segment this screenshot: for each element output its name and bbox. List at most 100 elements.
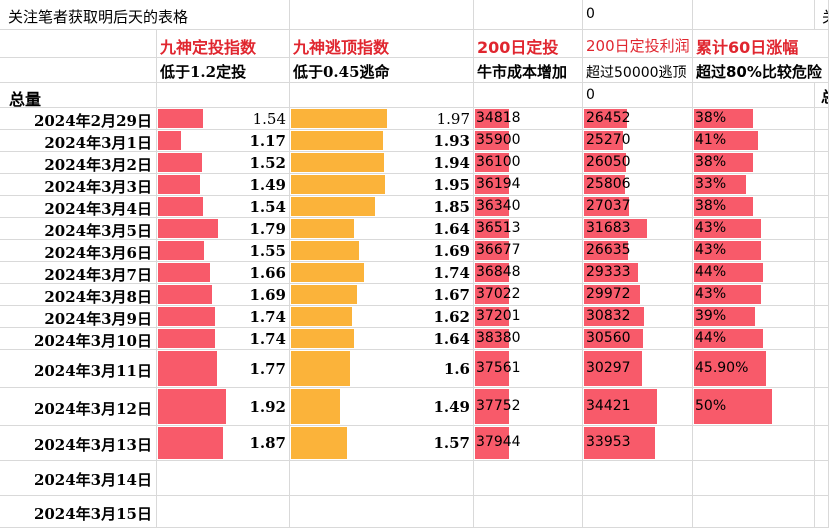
cell-d[interactable]: 36848: [474, 262, 583, 284]
cell-c[interactable]: 1.97: [290, 108, 474, 130]
cell-f[interactable]: 43%: [693, 240, 815, 262]
cell-b[interactable]: 1.92: [157, 388, 290, 426]
cell-f[interactable]: 44%: [693, 328, 815, 350]
cell-f[interactable]: 43%: [693, 284, 815, 306]
subheader-profit[interactable]: 超过50000逃顶: [583, 58, 693, 83]
cell-b[interactable]: 1.87: [157, 426, 290, 461]
cell-e[interactable]: 26635: [583, 240, 693, 262]
cell-b[interactable]: 1.74: [157, 306, 290, 328]
cell-f3[interactable]: [693, 83, 815, 108]
cell-b[interactable]: 1.54: [157, 108, 290, 130]
cell-e[interactable]: 25270: [583, 130, 693, 152]
cell-e[interactable]: 26050: [583, 152, 693, 174]
cell-c[interactable]: 1.62: [290, 306, 474, 328]
cell-b[interactable]: 1.55: [157, 240, 290, 262]
cell-a[interactable]: 2024年3月11日: [0, 350, 157, 388]
cell-b[interactable]: 1.17: [157, 130, 290, 152]
cell-b[interactable]: 1.79: [157, 218, 290, 240]
cell-d[interactable]: 37022: [474, 284, 583, 306]
cell-e[interactable]: [583, 461, 693, 496]
cell-c[interactable]: 1.94: [290, 152, 474, 174]
cell-a[interactable]: 2024年3月2日: [0, 152, 157, 174]
cell-c[interactable]: [290, 496, 474, 528]
cell-e[interactable]: 25806: [583, 174, 693, 196]
cell-f[interactable]: [693, 426, 815, 461]
cell-a[interactable]: 2024年2月29日: [0, 108, 157, 130]
cell-c[interactable]: 1.49: [290, 388, 474, 426]
cell-b[interactable]: [157, 461, 290, 496]
cell-a[interactable]: 2024年3月7日: [0, 262, 157, 284]
cell-c[interactable]: 1.85: [290, 196, 474, 218]
cell-d[interactable]: 36100: [474, 152, 583, 174]
cell-f0[interactable]: [693, 0, 815, 30]
cell-d3[interactable]: [474, 83, 583, 108]
header-ma200[interactable]: 200日定投: [474, 30, 583, 58]
header-taoding[interactable]: 九神逃顶指数: [290, 30, 474, 58]
cell-g[interactable]: [815, 262, 829, 284]
cell-g[interactable]: [815, 218, 829, 240]
cell-e[interactable]: 30560: [583, 328, 693, 350]
cell-f[interactable]: [693, 496, 815, 528]
cell-g[interactable]: [815, 496, 829, 528]
cell-g[interactable]: [815, 130, 829, 152]
cell-e[interactable]: 30297: [583, 350, 693, 388]
cell-f[interactable]: 45.90%: [693, 350, 815, 388]
cell-a[interactable]: 2024年3月13日: [0, 426, 157, 461]
cell-g[interactable]: [815, 350, 829, 388]
cell-e[interactable]: [583, 496, 693, 528]
cell-a1[interactable]: [0, 30, 157, 58]
cell-c0[interactable]: [290, 0, 474, 30]
subheader-rise60[interactable]: 超过80%比较危险: [693, 58, 829, 83]
cell-f[interactable]: 50%: [693, 388, 815, 426]
cell-g[interactable]: [815, 108, 829, 130]
cell-e0[interactable]: 0: [583, 0, 693, 30]
cell-d[interactable]: 37752: [474, 388, 583, 426]
cell-b[interactable]: 1.77: [157, 350, 290, 388]
cell-g[interactable]: [815, 328, 829, 350]
cell-a[interactable]: 2024年3月1日: [0, 130, 157, 152]
cell-a[interactable]: 2024年3月15日: [0, 496, 157, 528]
cell-d[interactable]: 37944: [474, 426, 583, 461]
cell-e[interactable]: 27037: [583, 196, 693, 218]
cell-g0[interactable]: 关: [815, 0, 829, 30]
cell-b[interactable]: 1.49: [157, 174, 290, 196]
subheader-dingtou[interactable]: 低于1.2定投: [157, 58, 290, 83]
cell-b[interactable]: 1.52: [157, 152, 290, 174]
cell-b[interactable]: [157, 496, 290, 528]
cell-a[interactable]: 2024年3月3日: [0, 174, 157, 196]
cell-e[interactable]: 33953: [583, 426, 693, 461]
header-rise60[interactable]: 累计60日涨幅: [693, 30, 829, 58]
cell-b[interactable]: 1.66: [157, 262, 290, 284]
cell-d0[interactable]: [474, 0, 583, 30]
cell-a[interactable]: 2024年3月6日: [0, 240, 157, 262]
subheader-taoding[interactable]: 低于0.45逃命: [290, 58, 474, 83]
cell-e[interactable]: 34421: [583, 388, 693, 426]
cell-a[interactable]: 2024年3月9日: [0, 306, 157, 328]
cell-d[interactable]: 36194: [474, 174, 583, 196]
cell-f[interactable]: [693, 461, 815, 496]
cell-d[interactable]: [474, 496, 583, 528]
cell-e3[interactable]: 0: [583, 83, 693, 108]
cell-g[interactable]: [815, 240, 829, 262]
cell-f[interactable]: 41%: [693, 130, 815, 152]
cell-g[interactable]: [815, 174, 829, 196]
cell-c[interactable]: 1.6: [290, 350, 474, 388]
cell-c[interactable]: 1.64: [290, 328, 474, 350]
cell-f[interactable]: 33%: [693, 174, 815, 196]
cell-g[interactable]: [815, 306, 829, 328]
cell-c[interactable]: 1.69: [290, 240, 474, 262]
cell-c[interactable]: 1.67: [290, 284, 474, 306]
cell-e[interactable]: 26452: [583, 108, 693, 130]
cell-f[interactable]: 43%: [693, 218, 815, 240]
cell-b[interactable]: 1.69: [157, 284, 290, 306]
cell-a[interactable]: 2024年3月12日: [0, 388, 157, 426]
cell-g3[interactable]: 总: [815, 83, 829, 108]
cell-g[interactable]: [815, 284, 829, 306]
cell-c[interactable]: 1.57: [290, 426, 474, 461]
cell-b3[interactable]: [157, 83, 290, 108]
cell-a[interactable]: 2024年3月14日: [0, 461, 157, 496]
cell-g[interactable]: [815, 461, 829, 496]
cell-f[interactable]: 38%: [693, 108, 815, 130]
cell-title[interactable]: 关注笔者获取明后天的表格: [0, 0, 290, 30]
header-dingtou[interactable]: 九神定投指数: [157, 30, 290, 58]
